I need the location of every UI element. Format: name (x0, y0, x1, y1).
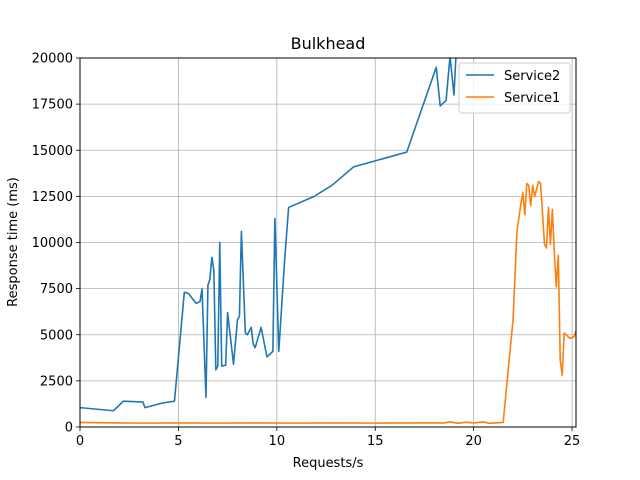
series-line-service2 (80, 58, 457, 412)
series-layer (80, 58, 576, 425)
y-tick-label: 2500 (40, 374, 73, 389)
y-tick-label: 0 (65, 421, 73, 436)
y-tick-label: 15000 (32, 144, 73, 159)
y-tick-label: 17500 (32, 98, 73, 113)
x-tick-label: 0 (76, 434, 84, 449)
legend-label-service2: Service2 (504, 69, 560, 84)
x-tick-label: 15 (367, 434, 384, 449)
series-line-service1 (80, 180, 576, 425)
y-axis-title: Response time (ms) (6, 177, 21, 307)
legend-label-service1: Service1 (504, 91, 560, 106)
y-tick-label: 7500 (40, 282, 73, 297)
legend: Service2 Service1 (458, 62, 571, 114)
y-tick-label: 10000 (32, 236, 73, 251)
y-tick-label: 12500 (32, 190, 73, 205)
x-axis-title: Requests/s (293, 456, 364, 471)
y-tick-label: 20000 (32, 52, 73, 67)
x-tick-label: 10 (269, 434, 286, 449)
x-tick-label: 5 (174, 434, 182, 449)
y-tick-label: 5000 (40, 328, 73, 343)
x-tick-label: 25 (564, 434, 581, 449)
ticks: 0 5 10 15 20 25 0 2500 5000 7500 10000 12500 15000 17… (32, 52, 581, 450)
x-tick-label: 20 (465, 434, 482, 449)
chart-title: Bulkhead (291, 34, 366, 53)
